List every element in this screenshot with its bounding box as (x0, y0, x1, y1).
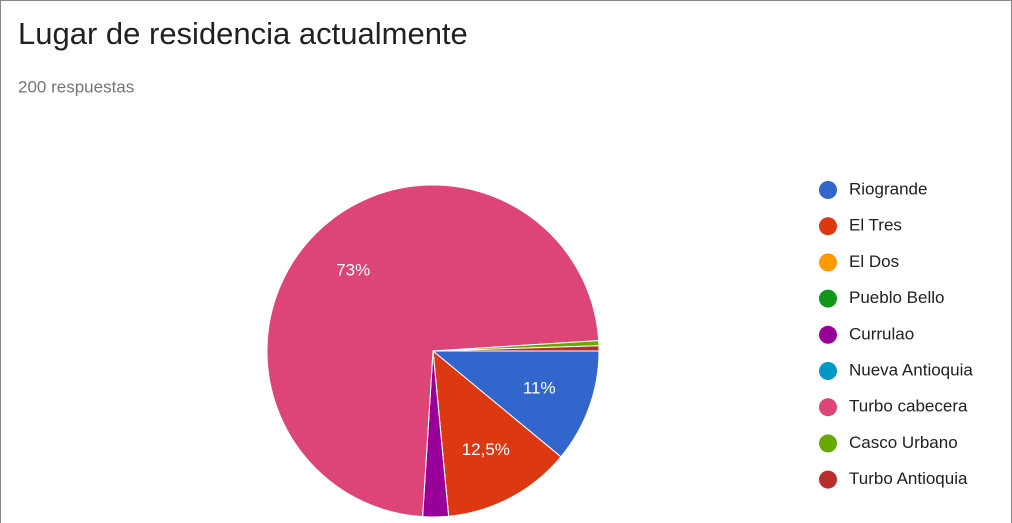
legend-label: Nueva Antioquia (849, 360, 973, 379)
slice-label: 12,5% (462, 440, 510, 459)
slice-label: 73% (336, 261, 370, 280)
legend-swatch (819, 362, 837, 380)
legend-swatch (819, 253, 837, 272)
legend-swatch (819, 398, 837, 417)
pie-slice (266, 184, 600, 518)
legend-label: El Dos (849, 252, 899, 271)
pie-slice (432, 349, 562, 517)
legend-label: Currulao (849, 324, 914, 343)
chart-title: Lugar de residencia actualmente (18, 16, 468, 51)
legend-swatch (819, 470, 837, 489)
legend-label: Pueblo Bello (849, 288, 944, 307)
legend-label: El Tres (849, 216, 902, 235)
legend-label: Turbo Antioquia (849, 469, 968, 488)
legend-swatch (819, 217, 837, 236)
legend-label: Casco Urbano (849, 433, 958, 452)
legend-swatch (819, 289, 837, 308)
legend-label: Turbo cabecera (849, 397, 968, 416)
legend-swatch (819, 325, 837, 344)
pie-slice (432, 345, 600, 352)
pie-slice (431, 350, 600, 458)
legend-swatch (819, 181, 837, 199)
legend-label: Riogrande (849, 179, 927, 198)
legend-swatch (819, 434, 837, 453)
slice-label: 11% (523, 379, 556, 398)
chart-subtitle: 200 respuestas (18, 77, 134, 96)
